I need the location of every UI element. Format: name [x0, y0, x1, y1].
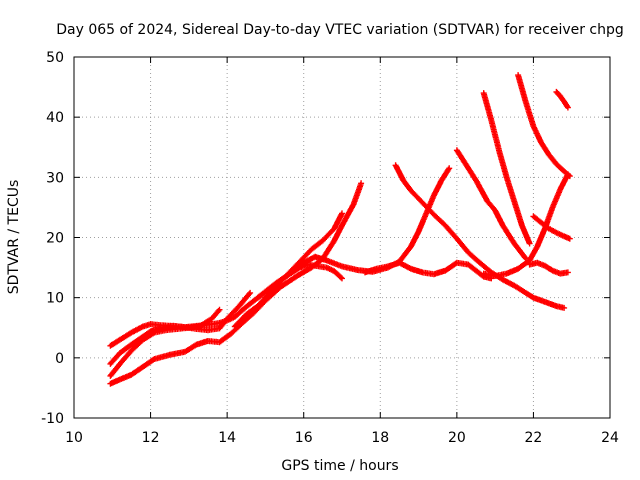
series-15: [553, 88, 571, 111]
y-tick-label: 40: [46, 110, 64, 126]
x-tick-label: 14: [218, 430, 236, 446]
series-markers: [362, 259, 495, 282]
series-markers: [453, 147, 529, 262]
x-tick-label: 12: [142, 430, 160, 446]
x-tick-label: 16: [295, 430, 313, 446]
axis-ticks: 10 12 14 16 18 20 22 24 -10 0 10 20 30 40 50: [41, 50, 619, 446]
y-axis-label: SDTVAR / TECUs: [6, 180, 22, 295]
series-12: [515, 72, 573, 180]
y-tick-label: 0: [55, 351, 64, 367]
series-markers: [480, 90, 533, 247]
series-14: [526, 259, 571, 277]
series-markers: [526, 259, 571, 277]
y-tick-label: 20: [46, 231, 64, 247]
series-6: [254, 165, 453, 301]
y-tick-label: 10: [46, 291, 64, 307]
series-7: [362, 259, 495, 282]
x-tick-label: 10: [65, 430, 83, 446]
series-markers: [480, 171, 571, 279]
x-tick-label: 18: [371, 430, 389, 446]
y-tick-label: 30: [46, 170, 64, 186]
series-10: [480, 90, 533, 247]
x-axis-label: GPS time / hours: [281, 458, 398, 474]
series-markers: [530, 213, 573, 242]
series-4: [107, 180, 365, 387]
series-13: [530, 213, 573, 242]
series-markers: [515, 72, 573, 180]
series-markers: [254, 165, 453, 301]
series-9: [453, 147, 529, 262]
x-tick-label: 24: [601, 430, 619, 446]
series-11: [480, 171, 571, 279]
x-tick-label: 20: [448, 430, 466, 446]
y-tick-label: -10: [41, 411, 64, 427]
series-3: [107, 306, 223, 379]
series-markers: [107, 180, 365, 387]
series-markers: [553, 88, 571, 111]
series-markers: [107, 306, 223, 379]
y-tick-label: 50: [46, 50, 64, 66]
chart-title: Day 065 of 2024, Sidereal Day-to-day VTE…: [56, 22, 624, 38]
x-tick-label: 22: [525, 430, 543, 446]
data-marks: [107, 72, 573, 387]
